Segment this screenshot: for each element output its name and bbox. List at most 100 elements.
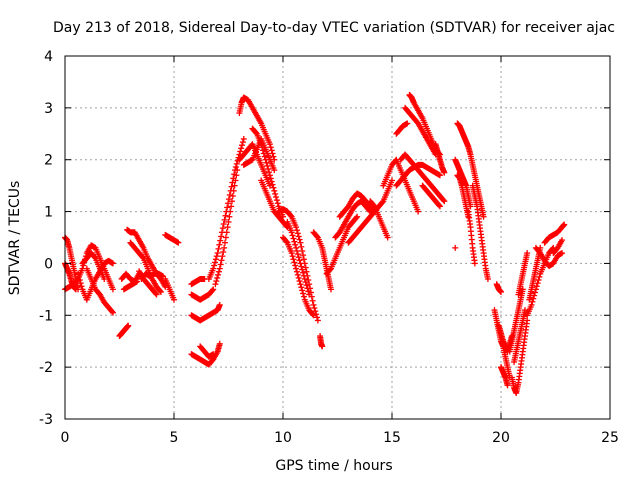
- data-point: [436, 172, 443, 179]
- data-point: [220, 221, 227, 228]
- data-point: [224, 224, 231, 231]
- data-point: [529, 298, 536, 305]
- data-point: [216, 301, 223, 308]
- data-point: [300, 290, 307, 297]
- data-point: [353, 214, 360, 221]
- y-tick-label: -1: [39, 308, 53, 324]
- data-point: [384, 234, 391, 241]
- data-point: [216, 265, 223, 272]
- data-point: [300, 293, 307, 300]
- x-axis-label: GPS time / hours: [275, 458, 392, 474]
- data-point: [224, 204, 231, 211]
- data-point: [222, 212, 229, 219]
- data-point: [210, 265, 217, 272]
- data-point: [222, 239, 229, 246]
- data-point: [288, 250, 295, 257]
- data-point: [76, 277, 83, 284]
- data-point: [229, 179, 236, 186]
- data-point: [300, 272, 307, 279]
- data-point: [441, 198, 448, 205]
- data-point: [296, 236, 303, 243]
- data-point: [294, 271, 301, 278]
- data-point: [216, 241, 223, 248]
- data-point: [298, 284, 305, 291]
- data-point: [559, 237, 566, 244]
- data-point: [293, 247, 300, 254]
- data-point: [295, 274, 302, 281]
- data-point: [75, 270, 82, 277]
- data-point: [524, 250, 531, 257]
- data-point: [153, 291, 160, 298]
- data-point: [232, 163, 239, 170]
- data-point: [271, 167, 278, 174]
- data-point: [269, 181, 276, 188]
- y-tick-label: 2: [44, 153, 53, 169]
- data-point: [559, 250, 566, 257]
- data-point: [292, 262, 299, 269]
- data-point: [225, 218, 232, 225]
- data-point: [287, 212, 294, 219]
- axis-ticks: 0 5 10 15 20 25 -3 -2 -1 0 1 2 3 4: [39, 49, 619, 446]
- data-point: [217, 261, 224, 268]
- data-point: [263, 159, 270, 166]
- data-point: [228, 183, 235, 190]
- data-point: [295, 233, 302, 240]
- data-point: [260, 150, 267, 157]
- data-point: [310, 312, 317, 319]
- data-point: [327, 286, 334, 293]
- data-point: [219, 225, 226, 232]
- data-point: [215, 268, 222, 275]
- data-point: [240, 135, 247, 142]
- data-point: [270, 153, 277, 160]
- data-point: [213, 253, 220, 260]
- data-point: [212, 281, 219, 288]
- data-point: [265, 166, 272, 173]
- data-point: [221, 216, 228, 223]
- data-point: [258, 141, 265, 148]
- data-point: [125, 322, 132, 329]
- data-point: [228, 198, 235, 205]
- data-point: [228, 203, 235, 210]
- data-point: [252, 129, 259, 136]
- data-point: [269, 150, 276, 157]
- y-tick-label: -2: [39, 360, 53, 376]
- data-point: [327, 266, 334, 273]
- data-point: [293, 265, 300, 272]
- data-point: [267, 144, 274, 151]
- x-tick-label: 15: [383, 430, 401, 446]
- data-point: [271, 187, 278, 194]
- data-point: [298, 243, 305, 250]
- data-point: [300, 256, 307, 263]
- data-point: [389, 177, 395, 184]
- data-point: [109, 309, 116, 316]
- data-point: [452, 244, 459, 251]
- x-tick-label: 10: [274, 430, 292, 446]
- data-point: [283, 238, 290, 245]
- data-point: [299, 287, 306, 294]
- data-point: [175, 239, 182, 246]
- data-point: [234, 167, 241, 174]
- data-point: [274, 200, 281, 207]
- data-point: [292, 241, 299, 248]
- data-point: [210, 351, 217, 358]
- data-point: [310, 301, 317, 308]
- data-point: [77, 280, 84, 287]
- data-point: [297, 281, 304, 288]
- data-point: [109, 260, 116, 267]
- data-point: [533, 283, 540, 290]
- data-point: [133, 278, 140, 285]
- data-point: [519, 286, 526, 293]
- data-point: [535, 277, 542, 284]
- data-point: [109, 308, 116, 315]
- x-tick-label: 5: [170, 430, 179, 446]
- data-point: [266, 169, 273, 176]
- data-point: [225, 200, 232, 207]
- x-tick-label: 20: [492, 430, 510, 446]
- data-point: [303, 268, 310, 275]
- data-point: [297, 260, 304, 267]
- data-point: [370, 202, 377, 209]
- data-point: [314, 314, 321, 321]
- data-point: [306, 291, 313, 298]
- data-point: [480, 213, 487, 220]
